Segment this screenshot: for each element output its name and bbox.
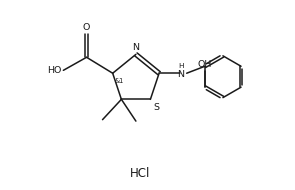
Text: &1: &1 <box>114 78 123 85</box>
Text: O: O <box>83 23 90 32</box>
Text: N: N <box>132 43 140 52</box>
Text: S: S <box>154 103 160 112</box>
Text: N: N <box>177 70 184 79</box>
Text: HCl: HCl <box>130 167 150 180</box>
Text: OH: OH <box>198 60 212 70</box>
Text: HO: HO <box>47 66 62 75</box>
Text: H: H <box>178 63 183 70</box>
